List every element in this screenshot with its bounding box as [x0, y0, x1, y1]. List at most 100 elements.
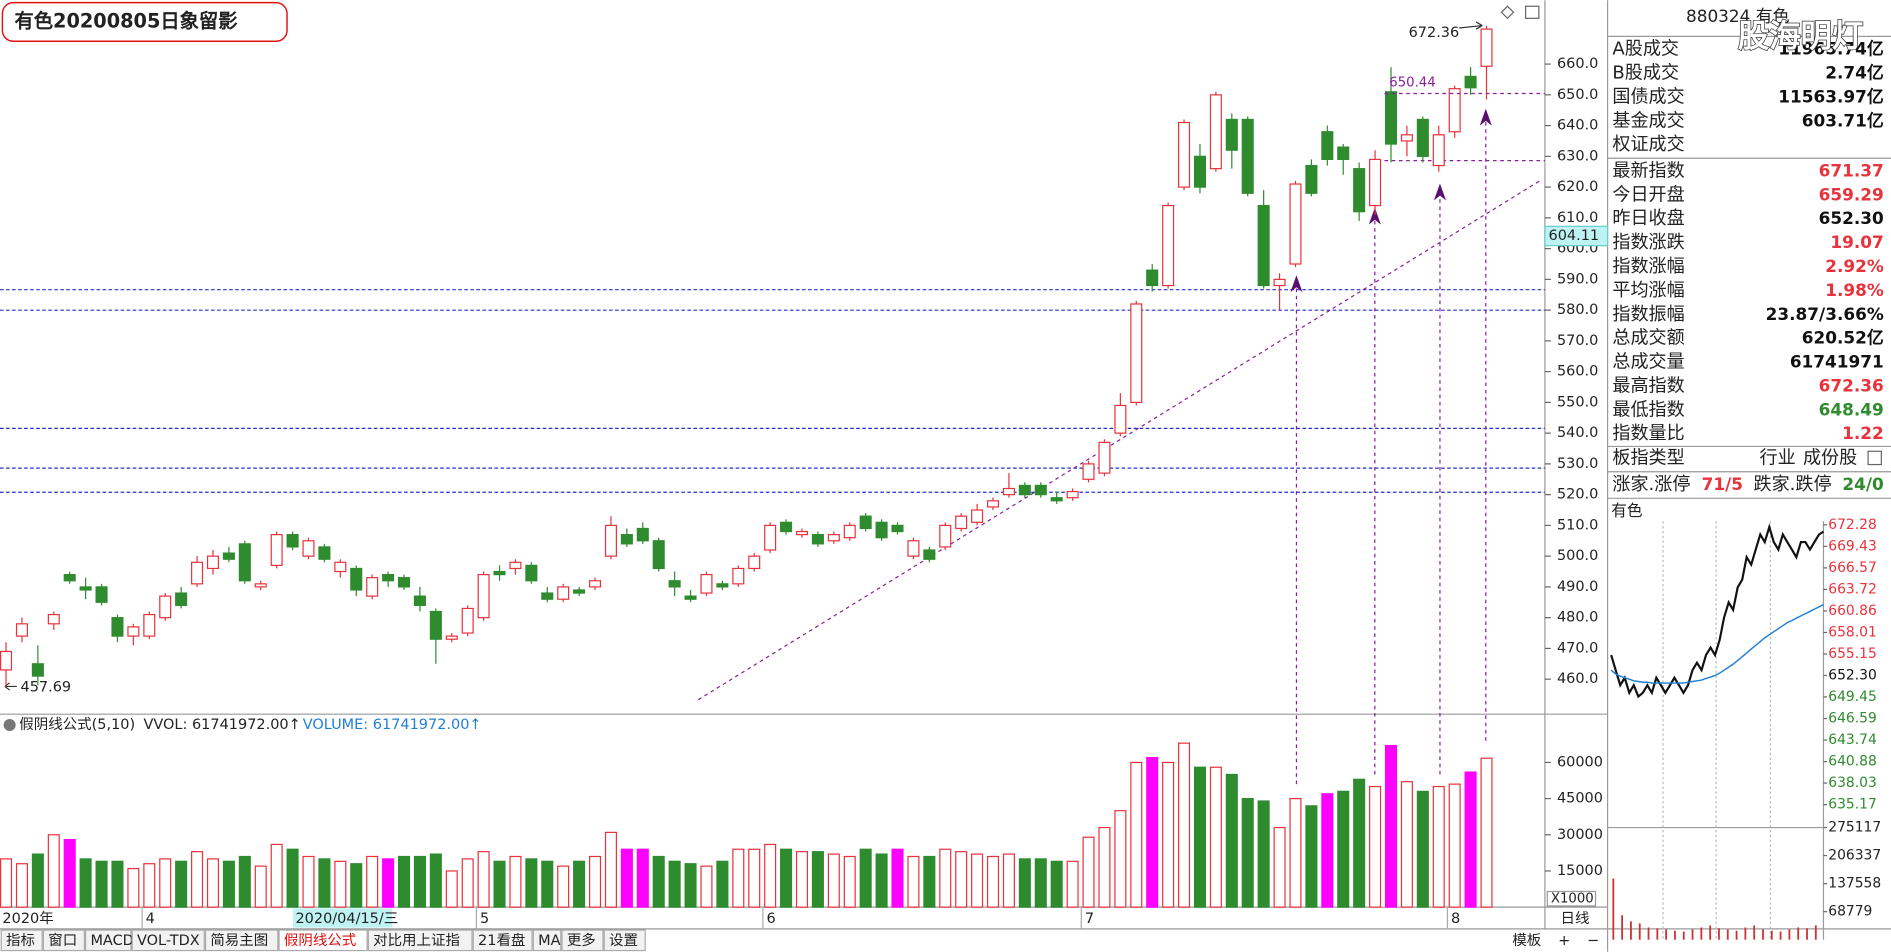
- candle-body: [1384, 91, 1398, 145]
- watermark: 股海明灯: [1738, 19, 1863, 55]
- toolbar-tab-label[interactable]: 假阴线公式: [284, 932, 356, 949]
- volume-bar: [1289, 798, 1302, 908]
- y-tick-label: 660.86: [1828, 603, 1877, 619]
- toolbar-tab-label[interactable]: MA: [538, 933, 560, 949]
- cursor-date-box: [293, 908, 392, 928]
- toolbar-right[interactable]: 日线: [1561, 910, 1590, 927]
- volume-bar: [509, 855, 522, 908]
- toolbar-tab[interactable]: [603, 929, 646, 952]
- candle-body: [270, 534, 283, 566]
- candle-body: [620, 534, 633, 545]
- toolbar-tab-label[interactable]: VOL-TDX: [137, 933, 200, 949]
- toolbar-tab-label[interactable]: 更多: [567, 932, 596, 949]
- candle-body: [111, 617, 124, 637]
- toolbar-tab[interactable]: [0, 929, 43, 952]
- sector-value: 成份股: [1803, 448, 1857, 469]
- toolbar-tab-label[interactable]: 简易主图: [210, 932, 268, 949]
- toolbar-tab[interactable]: [367, 929, 473, 952]
- toolbar-tab[interactable]: [472, 929, 533, 952]
- toolbar-right[interactable]: 模板: [1512, 931, 1541, 949]
- quote-label: 指数涨幅: [1612, 256, 1684, 277]
- intraday-volume-bar: [1744, 927, 1747, 940]
- candle-body: [477, 574, 490, 619]
- y-tick-label: 45000: [1557, 791, 1603, 807]
- candle-body: [811, 534, 824, 545]
- quote-header: 880324 有色: [1686, 6, 1790, 26]
- volume-bar: [95, 860, 108, 908]
- y-tick-label: 560.0: [1557, 364, 1598, 380]
- candle-body: [1321, 131, 1334, 161]
- volume-bar: [143, 863, 156, 908]
- toolbar-right[interactable]: +: [1558, 933, 1570, 949]
- candle-body: [1018, 484, 1031, 496]
- quote-label: 总成交额: [1612, 328, 1684, 349]
- candle-body: [286, 534, 299, 548]
- volume-bar: [350, 863, 363, 908]
- volume-bar: [1002, 853, 1015, 908]
- intraday-line: [1610, 603, 1824, 684]
- intraday-volume-bar: [1726, 929, 1729, 940]
- icon[interactable]: [1500, 5, 1515, 20]
- intraday-volume-bar: [1656, 928, 1659, 940]
- volume-bar: [1464, 771, 1477, 908]
- intraday-volume-bar: [1770, 930, 1773, 940]
- intraday-volume-bar: [1735, 930, 1738, 940]
- volume-bar: [573, 860, 586, 908]
- candle-body: [1066, 490, 1079, 499]
- breadth-value: 24/0: [1842, 474, 1883, 494]
- candle-body: [350, 567, 363, 591]
- quote-label: 指数量比: [1612, 423, 1684, 444]
- volume-bar: [684, 863, 697, 908]
- candle-body: [1225, 118, 1238, 151]
- volume-bar: [238, 855, 251, 908]
- volume-bar: [716, 860, 729, 908]
- toolbar-tab[interactable]: [278, 929, 368, 952]
- quote-value: 672.36: [1819, 375, 1884, 395]
- toolbar-tab-label[interactable]: 21看盘: [478, 931, 525, 949]
- toolbar-tab[interactable]: [131, 929, 205, 952]
- legend-icon[interactable]: [3, 719, 16, 732]
- candle-body: [684, 595, 697, 600]
- volume-bar: [302, 855, 315, 908]
- intraday-volume-bar: [1621, 915, 1624, 940]
- sector-value: 行业: [1760, 448, 1796, 469]
- icon[interactable]: [1524, 5, 1540, 19]
- toolbar-tab[interactable]: [561, 929, 604, 952]
- toolbar-tab-label[interactable]: 指标: [6, 932, 35, 949]
- intraday-volume-bar: [1718, 928, 1720, 940]
- volume-bar: [318, 858, 331, 908]
- volume-bar: [47, 834, 60, 908]
- toolbar-tab[interactable]: [42, 929, 86, 952]
- toolbar-right[interactable]: −: [1587, 933, 1599, 949]
- volume-bar: [764, 843, 777, 908]
- cursor-price-box: [1544, 225, 1609, 247]
- sector-button[interactable]: [1867, 450, 1882, 466]
- level-label: 650.44: [1389, 76, 1435, 91]
- y-tick-label: 652.30: [1828, 667, 1877, 683]
- toolbar-tab-label[interactable]: 窗口: [48, 931, 77, 949]
- candle-body: [1337, 146, 1350, 161]
- toolbar-tab-label[interactable]: 对比用上证指: [373, 932, 460, 949]
- volume-bar: [780, 848, 793, 908]
- candle-body: [780, 521, 793, 533]
- high-arrow: [1459, 21, 1483, 30]
- toolbar-tab[interactable]: [204, 929, 279, 952]
- toolbar-tab[interactable]: [85, 929, 132, 952]
- toolbar-tab-label[interactable]: 设置: [609, 932, 638, 949]
- support-levels: [0, 289, 1545, 493]
- y-tick-label: 500.0: [1557, 548, 1598, 564]
- toolbar-tab-label[interactable]: MACD: [90, 933, 133, 949]
- y-tick-label: 649.45: [1828, 689, 1877, 705]
- quote-label: 昨日收盘: [1612, 208, 1684, 229]
- volume-bar: [939, 848, 952, 908]
- volume-bar: [191, 851, 204, 908]
- volume-bar: [286, 848, 299, 908]
- candle-body: [397, 577, 411, 588]
- candle-body: [1305, 164, 1318, 194]
- candle-body: [95, 586, 108, 603]
- toolbar-tab[interactable]: [532, 929, 562, 952]
- candle-body: [445, 635, 458, 640]
- candle-body: [1082, 463, 1095, 480]
